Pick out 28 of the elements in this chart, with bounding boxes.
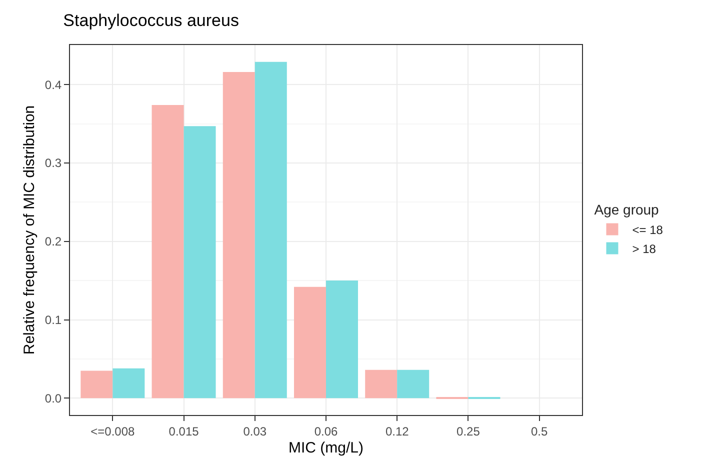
- bar: [222, 72, 255, 398]
- legend-label: <= 18: [632, 222, 664, 237]
- x-tick-label: 0.5: [530, 424, 548, 438]
- chart-title: Staphylococcus aureus: [63, 10, 239, 30]
- y-tick-label: 0.1: [44, 312, 62, 327]
- x-tick-label: 0.06: [314, 424, 338, 438]
- bar: [184, 126, 216, 398]
- y-tick-label: 0.2: [44, 234, 62, 249]
- y-axis-title: Relative frequency of MIC distribution: [21, 105, 38, 355]
- y-tick-label: 0.0: [44, 391, 62, 406]
- bar: [365, 370, 398, 398]
- x-tick-label: 0.25: [456, 424, 480, 438]
- bar: [294, 286, 326, 398]
- legend-title: Age group: [594, 202, 660, 218]
- legend-label: > 18: [632, 242, 656, 256]
- x-tick-label: 0.12: [385, 424, 410, 438]
- bar: [152, 104, 184, 398]
- x-tick-label: <=0.008: [90, 424, 136, 438]
- bar: [80, 370, 113, 398]
- bar: [326, 280, 358, 398]
- y-tick-label: 0.4: [44, 78, 62, 92]
- x-tick-label: 0.03: [243, 424, 267, 438]
- x-tick-label: 0.015: [168, 424, 200, 438]
- x-axis-title: MIC (mg/L): [288, 439, 364, 456]
- bar: [112, 368, 145, 398]
- bar: [397, 370, 430, 398]
- y-tick-label: 0.3: [44, 156, 62, 170]
- bar: [254, 62, 287, 398]
